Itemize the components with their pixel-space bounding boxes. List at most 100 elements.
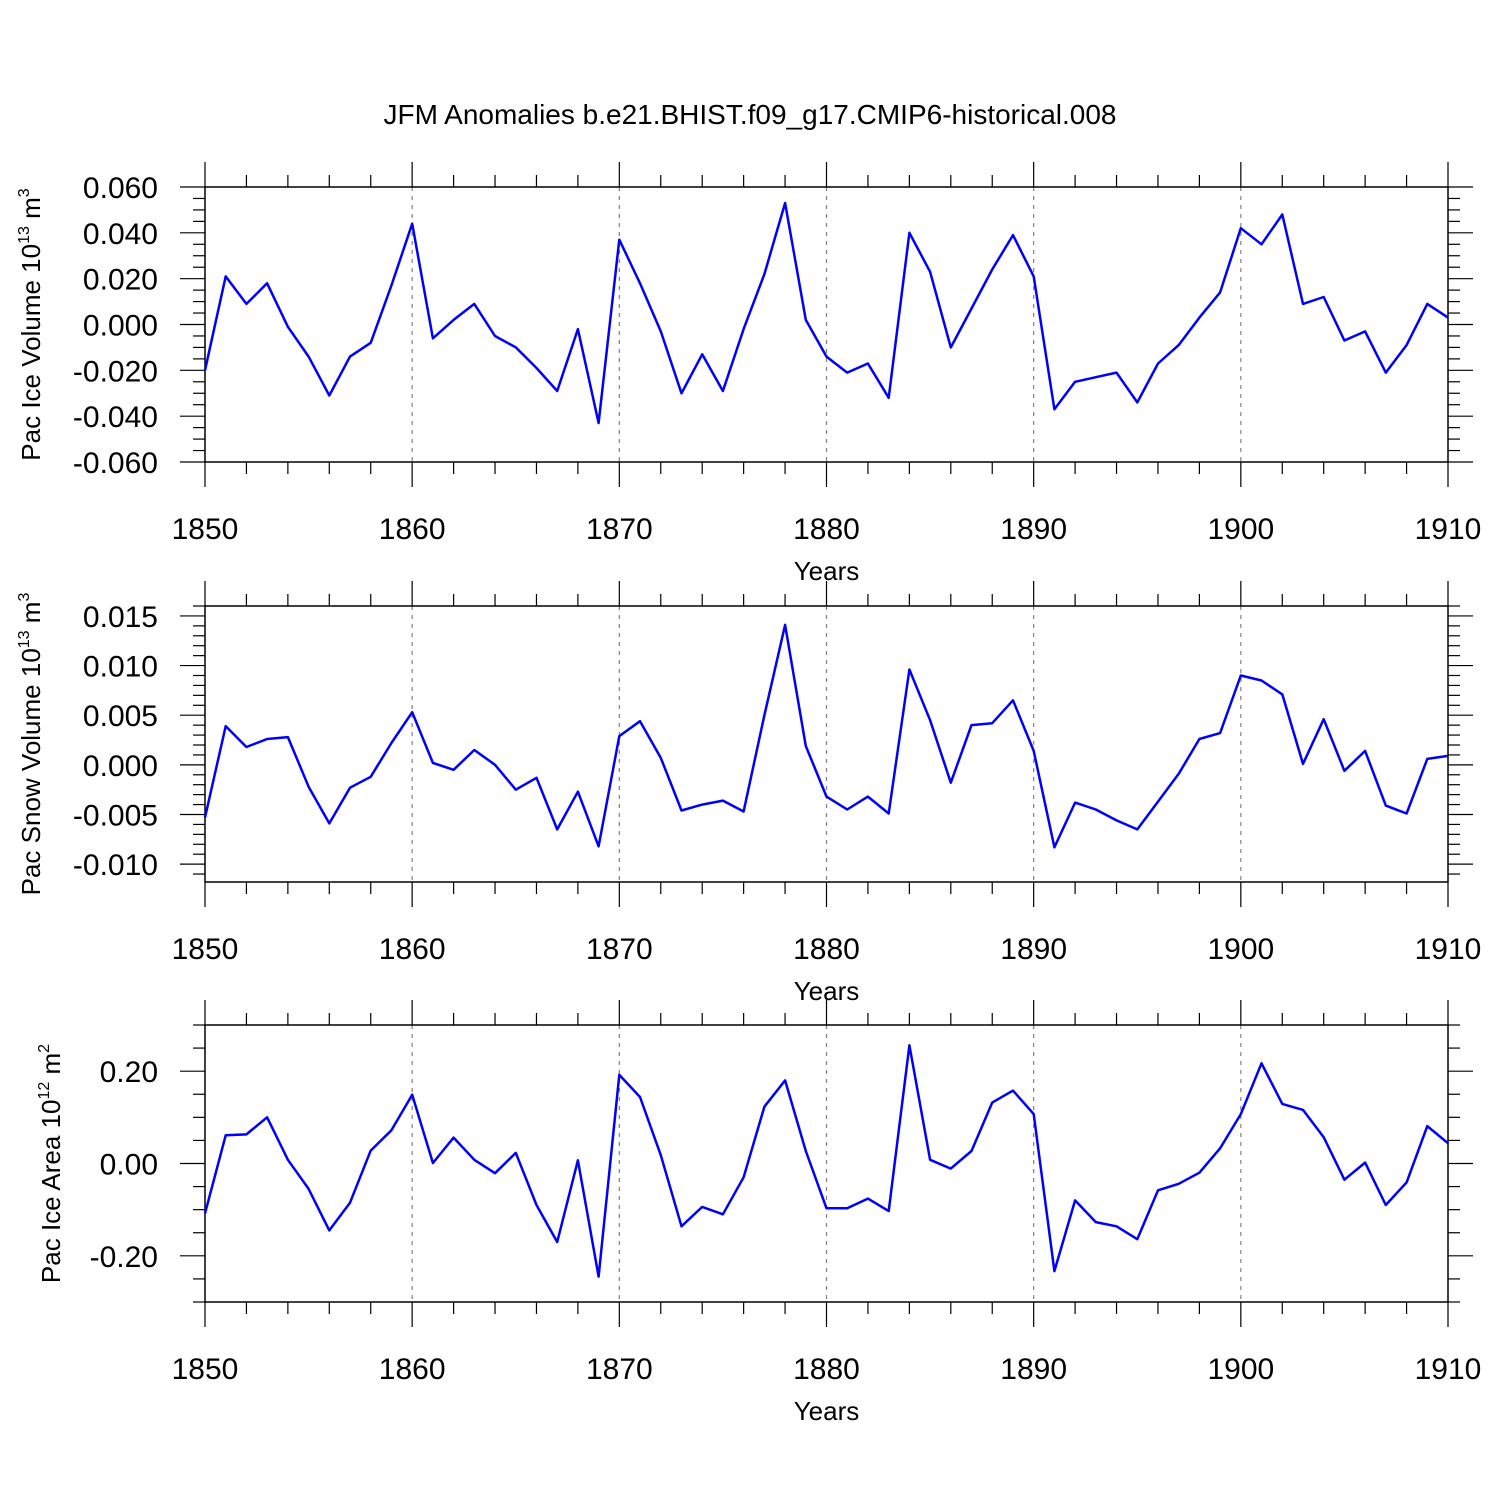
- data-point: [452, 769, 454, 771]
- y-tick-label: -0.020: [73, 355, 158, 388]
- data-point: [515, 346, 517, 348]
- data-point: [950, 782, 952, 784]
- data-point: [473, 303, 475, 305]
- data-point: [763, 1106, 765, 1108]
- data-point: [1032, 275, 1034, 277]
- y-axis-label: Pac Ice Area 1012 m2: [36, 1044, 66, 1283]
- data-point: [1364, 750, 1366, 752]
- x-tick-label: 1870: [586, 1353, 653, 1386]
- data-point: [1177, 344, 1179, 346]
- y-axis-label-text: m: [36, 1053, 66, 1082]
- data-point: [1364, 1161, 1366, 1163]
- data-point: [515, 1152, 517, 1154]
- data-point: [411, 222, 413, 224]
- data-point: [618, 1074, 620, 1076]
- data-point: [660, 330, 662, 332]
- y-axis-label: Pac Snow Volume 1013 m3: [16, 593, 46, 896]
- data-point: [1281, 213, 1283, 215]
- data-point: [1302, 763, 1304, 765]
- data-point: [1095, 1221, 1097, 1223]
- data-point: [245, 1133, 247, 1135]
- y-axis-label-superscript: 13: [16, 226, 33, 244]
- x-tick-label: 1870: [586, 933, 653, 966]
- data-point: [1012, 699, 1014, 701]
- data-point: [1012, 1089, 1014, 1091]
- data-point: [328, 1229, 330, 1231]
- data-point: [1136, 1238, 1138, 1240]
- data-point: [660, 1154, 662, 1156]
- data-point: [784, 202, 786, 204]
- data-point: [1385, 371, 1387, 373]
- data-point: [349, 786, 351, 788]
- data-point: [1364, 330, 1366, 332]
- data-point: [432, 1162, 434, 1164]
- data-point: [245, 746, 247, 748]
- data-point: [908, 1044, 910, 1046]
- y-axis-label-superscript: 2: [36, 1044, 53, 1053]
- data-point: [846, 1207, 848, 1209]
- data-point: [991, 268, 993, 270]
- data-point: [225, 1134, 227, 1136]
- x-tick-label: 1900: [1207, 933, 1274, 966]
- series-line: [203, 201, 1449, 425]
- y-tick-label: 0.040: [83, 218, 158, 251]
- data-point: [1053, 1270, 1055, 1272]
- y-axis-label-superscript: 12: [36, 1082, 53, 1100]
- x-tick-label: 1880: [793, 1353, 860, 1386]
- data-point: [660, 757, 662, 759]
- data-point: [1343, 339, 1345, 341]
- y-axis-label-text: Pac Ice Area 10: [36, 1100, 66, 1284]
- x-tick-label: 1860: [379, 513, 446, 546]
- data-point: [597, 1275, 599, 1277]
- data-point: [722, 799, 724, 801]
- data-point: [577, 790, 579, 792]
- y-tick-label: 0.015: [83, 601, 158, 634]
- panel-pac-ice-area: 1850 1860 1870 1880 1890 1900 1910 Years -0.20 0.…: [36, 1000, 1481, 1426]
- series-line: [203, 623, 1449, 849]
- data-point: [1405, 344, 1407, 346]
- x-tick-label: 1880: [793, 933, 860, 966]
- data-point: [328, 394, 330, 396]
- data-point: [225, 725, 227, 727]
- data-point: [763, 273, 765, 275]
- data-point: [1281, 693, 1283, 695]
- data-point: [680, 809, 682, 811]
- y-tick-label: -0.20: [90, 1241, 158, 1274]
- data-point: [867, 1197, 869, 1199]
- data-point: [1240, 227, 1242, 229]
- data-point: [1260, 1062, 1262, 1064]
- data-point: [887, 1210, 889, 1212]
- data-point: [742, 1176, 744, 1178]
- data-point: [929, 271, 931, 273]
- data-point: [1219, 291, 1221, 293]
- data-point: [535, 367, 537, 369]
- data-point: [1074, 381, 1076, 383]
- data-point: [867, 362, 869, 364]
- data-point: [950, 346, 952, 348]
- data-point: [1053, 408, 1055, 410]
- data-point: [742, 810, 744, 812]
- data-point: [1323, 718, 1325, 720]
- data-point: [784, 624, 786, 626]
- data-point: [494, 1172, 496, 1174]
- data-point: [929, 1159, 931, 1161]
- data-point: [680, 392, 682, 394]
- panel-pac-ice-volume: 1850 1860 1870 1880 1890 1900 1910Years-0.060-…: [16, 162, 1481, 586]
- data-point: [1281, 1103, 1283, 1105]
- data-point: [929, 719, 931, 721]
- data-point: [1260, 243, 1262, 245]
- data-point: [639, 720, 641, 722]
- data-point: [494, 764, 496, 766]
- data-point: [763, 714, 765, 716]
- data-point: [1405, 812, 1407, 814]
- y-tick-label: 0.010: [83, 651, 158, 684]
- data-point: [1136, 828, 1138, 830]
- y-tick-label: -0.010: [73, 849, 158, 882]
- x-tick-label: 1850: [172, 513, 239, 546]
- y-tick-label: 0.000: [83, 750, 158, 783]
- data-point: [473, 749, 475, 751]
- data-point: [307, 1188, 309, 1190]
- data-point: [639, 282, 641, 284]
- data-point: [742, 328, 744, 330]
